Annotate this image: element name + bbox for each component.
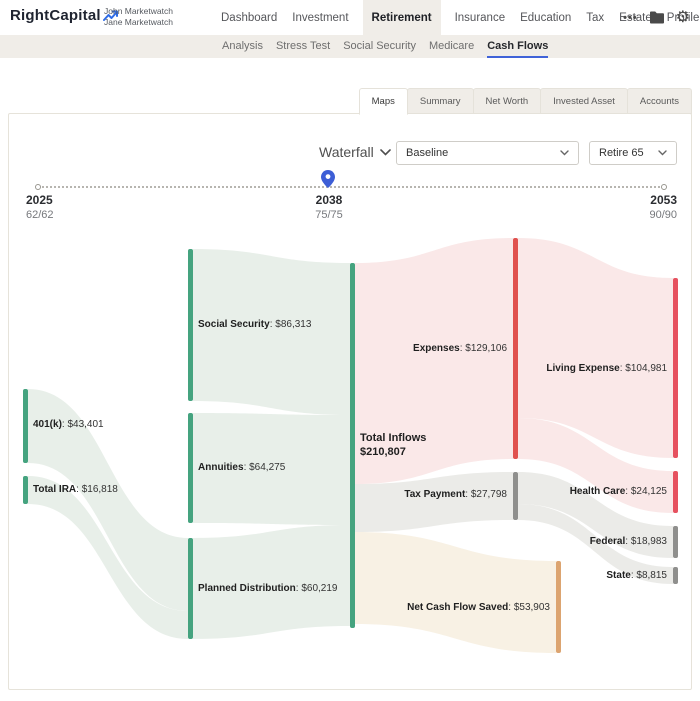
node-federal: [673, 526, 678, 558]
flow-annuities-to-total-inflows: [193, 413, 350, 525]
view-type-label: Waterfall: [319, 144, 374, 160]
tab-net-worth[interactable]: Net Worth: [472, 88, 542, 114]
node-annuities: [188, 413, 193, 523]
timeline-marker-year: 2038: [315, 193, 343, 207]
label-total-ira: Total IRA: $16,818: [33, 484, 118, 495]
nav-retirement[interactable]: Retirement: [362, 0, 441, 35]
label-social-security: Social Security: $86,313: [198, 319, 312, 330]
label-planned-distribution: Planned Distribution: $60,219: [198, 583, 338, 594]
node-state: [673, 567, 678, 584]
node-social-security: [188, 249, 193, 401]
node-health-care: [673, 471, 678, 513]
sankey-chart: [23, 238, 678, 653]
flow-expenses-to-health-care: [518, 418, 673, 513]
label-living-expense: Living Expense: $104,981: [546, 363, 667, 374]
retirement-scenario-value: Retire 65: [599, 147, 644, 159]
nav-estate[interactable]: Estate: [619, 11, 652, 24]
flow-total-inflows-to-tax-payment: [355, 472, 513, 532]
logo-chart-arrow-icon: [102, 10, 118, 21]
flow-total-ira-to-planned-distribution: [28, 476, 188, 639]
flow-planned-distribution-to-total-inflows: [193, 525, 350, 639]
node-living-expense: [673, 278, 678, 458]
client-name-primary: John Marketwatch: [104, 6, 173, 16]
flow-expenses-to-living-expense: [518, 238, 673, 458]
subnav-stress-test[interactable]: Stress Test: [275, 40, 331, 52]
flow-401k-to-planned-distribution: [28, 389, 188, 611]
subnav-social-security[interactable]: Social Security: [343, 40, 416, 52]
flow-total-inflows-to-net-cash-flow-saved: [355, 532, 556, 653]
nav-investment[interactable]: Investment: [292, 11, 349, 24]
timeline-start-year: 2025: [26, 193, 53, 207]
subnav-cash-flows[interactable]: Cash Flows: [487, 35, 549, 58]
nav-profile[interactable]: Profile: [666, 11, 700, 24]
tab-maps[interactable]: Maps: [358, 88, 408, 115]
timeline-start-ages: 62/62: [26, 209, 54, 221]
nav-dashboard[interactable]: Dashboard: [221, 11, 278, 24]
timeline-marker-ages: 75/75: [315, 209, 343, 221]
chevron-down-icon: [658, 150, 667, 156]
header-actions: ••• ⚙: [623, 0, 690, 35]
chevron-down-icon: [379, 148, 391, 156]
timeline-year-pin[interactable]: [321, 170, 335, 188]
plan-select[interactable]: Baseline: [396, 141, 579, 165]
cash-flow-map-card: Waterfall Baseline Retire 65 2025 62/62 …: [8, 113, 692, 690]
label-401k: 401(k): $43,401: [33, 419, 104, 430]
node-net-cash-flow-saved: [556, 561, 561, 653]
plan-select-value: Baseline: [406, 147, 449, 159]
more-menu-icon[interactable]: •••: [623, 11, 638, 24]
node-total-inflows: [350, 263, 355, 628]
timeline-end-year: 2053: [650, 193, 677, 207]
logo[interactable]: RightCapital: [10, 7, 119, 24]
node-planned-distribution: [188, 538, 193, 639]
chevron-down-icon: [560, 150, 569, 156]
gear-icon[interactable]: ⚙: [675, 8, 690, 26]
main-nav: Dashboard Investment Retirement Insuranc…: [220, 0, 700, 35]
tab-accounts[interactable]: Accounts: [626, 88, 692, 114]
client-name-secondary: Jane Marketwatch: [104, 17, 173, 27]
node-total-ira: [23, 476, 28, 504]
label-health-care: Health Care: $24,125: [569, 486, 667, 497]
retirement-scenario-select[interactable]: Retire 65: [589, 141, 677, 165]
view-type-dropdown[interactable]: Waterfall: [319, 144, 391, 160]
label-state: State: $8,815: [606, 570, 667, 581]
nav-insurance[interactable]: Insurance: [454, 11, 506, 24]
timeline-start-dot: [35, 184, 41, 190]
label-net-cash-flow-saved: Net Cash Flow Saved: $53,903: [407, 602, 550, 613]
node-tax-payment: [513, 472, 518, 520]
label-total-inflows: Total Inflows $210,807: [360, 432, 427, 458]
node-expenses: [513, 238, 518, 459]
flow-total-inflows-to-expenses: [355, 238, 513, 484]
flow-tax-payment-to-federal: [518, 472, 673, 558]
timeline-track: [38, 186, 664, 188]
timeline-end-ages: 90/90: [649, 209, 677, 221]
subnav-analysis[interactable]: Analysis: [222, 40, 263, 52]
client-names[interactable]: John Marketwatch Jane Marketwatch: [104, 6, 173, 28]
tab-summary[interactable]: Summary: [406, 88, 474, 114]
nav-education[interactable]: Education: [520, 11, 572, 24]
timeline-end-dot: [661, 184, 667, 190]
label-federal: Federal: $18,983: [589, 536, 667, 547]
top-header: RightCapital John Marketwatch Jane Marke…: [0, 0, 700, 35]
node-401k: [23, 389, 28, 463]
cashflow-tabstrip: Maps Summary Net Worth Invested Asset Ac…: [358, 88, 692, 115]
subnav-medicare[interactable]: Medicare: [428, 40, 475, 52]
flow-social-security-to-total-inflows: [193, 249, 350, 415]
folder-icon[interactable]: [649, 11, 665, 24]
label-tax-payment: Tax Payment: $27,798: [404, 489, 507, 500]
nav-tax[interactable]: Tax: [586, 11, 605, 24]
logo-text: RightCapital: [10, 7, 101, 24]
flow-tax-payment-to-state: [518, 504, 673, 584]
retirement-subnav: Analysis Stress Test Social Security Med…: [0, 35, 700, 58]
tab-invested-asset[interactable]: Invested Asset: [540, 88, 628, 114]
label-annuities: Annuities: $64,275: [198, 462, 286, 473]
label-expenses: Expenses: $129,106: [413, 343, 507, 354]
